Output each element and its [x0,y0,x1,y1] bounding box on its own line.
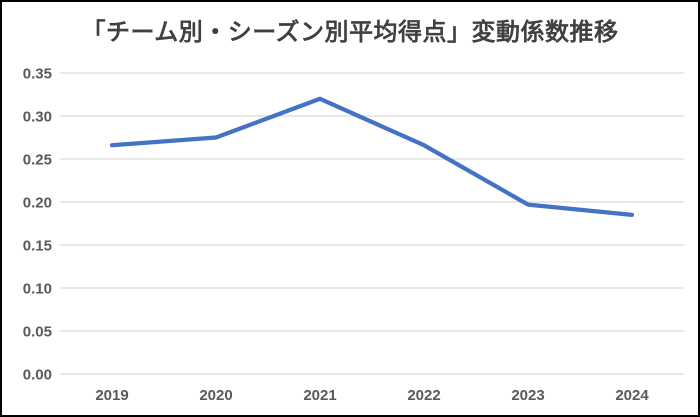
y-tick-label: 0.15 [23,238,52,255]
data-line-series [109,96,635,218]
x-tick-label: 2019 [95,387,128,404]
chart-title: 「チーム別・シーズン別平均得点」変動係数推移 [81,19,619,46]
x-tick-label: 2022 [407,387,440,404]
y-tick-label: 0.10 [23,281,52,298]
y-tick-label: 0.35 [23,66,52,83]
x-tick-label: 2023 [511,387,544,404]
y-tick-label: 0.00 [23,367,52,384]
y-tick-label: 0.30 [23,109,52,126]
y-tick-label: 0.05 [23,324,52,341]
x-tick-label: 2021 [303,387,336,404]
x-tick-label: 2020 [199,387,232,404]
x-tick-label: 2024 [615,387,649,404]
y-tick-label: 0.25 [23,152,52,169]
y-tick-label: 0.20 [23,195,52,212]
